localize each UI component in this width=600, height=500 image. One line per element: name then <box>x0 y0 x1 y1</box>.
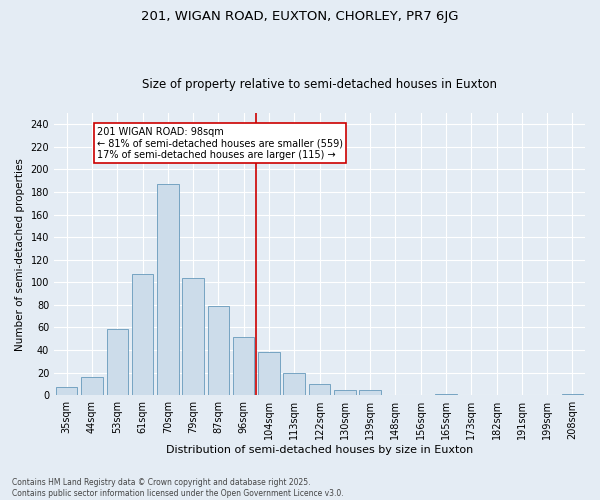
Bar <box>283 372 305 395</box>
Bar <box>157 184 179 395</box>
Bar <box>435 394 457 395</box>
Bar <box>258 352 280 395</box>
Y-axis label: Number of semi-detached properties: Number of semi-detached properties <box>15 158 25 350</box>
Text: 201, WIGAN ROAD, EUXTON, CHORLEY, PR7 6JG: 201, WIGAN ROAD, EUXTON, CHORLEY, PR7 6J… <box>141 10 459 23</box>
Bar <box>309 384 330 395</box>
Bar <box>334 390 356 395</box>
Title: Size of property relative to semi-detached houses in Euxton: Size of property relative to semi-detach… <box>142 78 497 91</box>
Bar <box>208 306 229 395</box>
Bar <box>359 390 381 395</box>
Bar <box>182 278 204 395</box>
Bar <box>233 336 254 395</box>
Bar <box>132 274 153 395</box>
Text: Contains HM Land Registry data © Crown copyright and database right 2025.
Contai: Contains HM Land Registry data © Crown c… <box>12 478 344 498</box>
Bar <box>107 328 128 395</box>
Bar <box>81 377 103 395</box>
Text: 201 WIGAN ROAD: 98sqm
← 81% of semi-detached houses are smaller (559)
17% of sem: 201 WIGAN ROAD: 98sqm ← 81% of semi-deta… <box>97 126 343 160</box>
Bar <box>562 394 583 395</box>
X-axis label: Distribution of semi-detached houses by size in Euxton: Distribution of semi-detached houses by … <box>166 445 473 455</box>
Bar <box>56 388 77 395</box>
